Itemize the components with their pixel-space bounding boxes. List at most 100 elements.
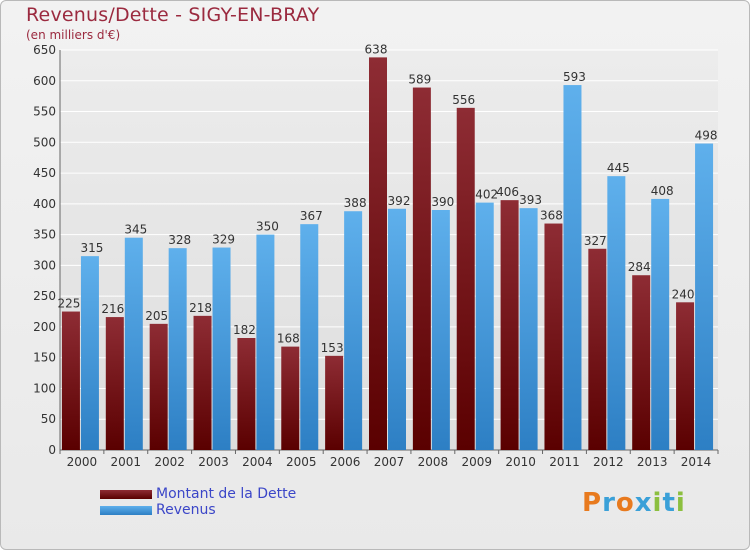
data-label-dette: 225	[57, 297, 80, 311]
legend: Montant de la Dette Revenus	[100, 486, 296, 518]
x-tick-label: 2014	[681, 455, 712, 469]
proxiti-logo: Proxiti	[582, 488, 686, 518]
x-tick-label: 2012	[593, 455, 624, 469]
bar-dette	[500, 200, 519, 450]
data-label-revenus: 390	[431, 195, 454, 209]
data-label-revenus: 402	[475, 188, 498, 202]
bar-revenus	[563, 85, 582, 451]
bar-revenus	[212, 247, 231, 450]
bar-dette	[369, 57, 387, 451]
y-tick-label: 550	[33, 105, 56, 119]
logo-letter: o	[615, 488, 635, 518]
bar-dette	[149, 323, 168, 450]
bar-revenus	[519, 208, 538, 450]
x-tick-label: 2006	[330, 455, 361, 469]
data-label-revenus: 350	[256, 220, 279, 234]
data-label-revenus: 329	[212, 233, 235, 247]
legend-swatch-dette	[100, 489, 152, 499]
bar-dette	[412, 87, 431, 451]
data-label-revenus: 388	[344, 196, 367, 210]
y-tick-label: 100	[33, 381, 56, 395]
bar-dette	[325, 355, 344, 450]
x-tick-label: 2011	[549, 455, 580, 469]
y-tick-label: 200	[33, 320, 56, 334]
data-label-dette: 153	[321, 341, 344, 355]
bar-revenus	[168, 248, 187, 450]
bar-dette	[544, 223, 563, 450]
data-label-revenus: 315	[80, 241, 103, 255]
bar-revenus	[651, 198, 670, 450]
x-tick-label: 2000	[67, 455, 98, 469]
data-label-dette: 182	[233, 323, 256, 337]
data-label-dette: 556	[452, 93, 475, 107]
logo-letter: r	[602, 488, 616, 518]
bar-dette	[632, 275, 651, 450]
bar-revenus	[695, 143, 714, 451]
data-label-revenus: 392	[388, 194, 411, 208]
bar-revenus	[344, 211, 363, 450]
logo-letter: i	[652, 488, 663, 518]
data-label-dette: 205	[145, 309, 168, 323]
bar-dette	[588, 248, 607, 450]
data-label-revenus: 408	[651, 184, 674, 198]
logo-letter: P	[582, 488, 603, 518]
logo-letter: x	[634, 488, 653, 518]
x-tick-label: 2009	[461, 455, 492, 469]
data-label-revenus: 367	[300, 209, 323, 223]
bar-revenus	[80, 256, 99, 450]
legend-label-dette: Montant de la Dette	[156, 486, 297, 502]
y-tick-label: 50	[41, 412, 56, 426]
bar-dette	[676, 302, 695, 450]
y-tick-label: 250	[33, 289, 56, 303]
x-tick-label: 2008	[418, 455, 449, 469]
legend-item-revenus: Revenus	[100, 502, 296, 518]
data-label-dette: 589	[408, 73, 431, 87]
logo-letter: i	[675, 488, 686, 518]
data-label-dette: 168	[277, 332, 300, 346]
bar-revenus	[124, 237, 143, 450]
y-tick-label: 600	[33, 74, 56, 88]
bar-dette	[105, 317, 124, 450]
data-label-dette: 406	[496, 185, 519, 199]
data-label-dette: 368	[540, 209, 563, 223]
chart-title: Revenus/Dette - SIGY-EN-BRAY	[26, 4, 320, 26]
y-tick-label: 150	[33, 351, 56, 365]
data-label-dette: 240	[672, 287, 695, 301]
data-label-revenus: 345	[124, 223, 147, 237]
x-tick-label: 2003	[198, 455, 229, 469]
data-label-dette: 216	[101, 302, 124, 316]
logo-letter: t	[662, 488, 676, 518]
bar-revenus	[388, 208, 406, 450]
data-label-revenus: 328	[168, 233, 191, 247]
data-label-dette: 218	[189, 301, 212, 315]
bar-revenus	[300, 224, 319, 450]
bar-revenus	[607, 176, 626, 450]
x-tick-label: 2010	[505, 455, 536, 469]
bar-dette	[237, 338, 256, 450]
bar-dette	[193, 315, 212, 450]
x-tick-label: 2005	[286, 455, 317, 469]
data-label-dette: 327	[584, 234, 607, 248]
data-label-dette: 638	[365, 42, 388, 56]
x-tick-label: 2001	[111, 455, 142, 469]
bar-revenus	[475, 202, 494, 450]
y-tick-label: 300	[33, 258, 56, 272]
data-label-revenus: 393	[519, 193, 542, 207]
legend-swatch-revenus	[100, 505, 152, 515]
chart-subtitle: (en milliers d'€)	[26, 28, 121, 42]
x-tick-label: 2004	[242, 455, 273, 469]
y-tick-label: 450	[33, 166, 56, 180]
bar-revenus	[256, 234, 275, 450]
bar-revenus	[431, 210, 450, 450]
data-label-revenus: 445	[607, 161, 630, 175]
bar-dette	[456, 107, 475, 450]
y-tick-label: 500	[33, 135, 56, 149]
legend-label-revenus: Revenus	[156, 502, 216, 518]
legend-item-dette: Montant de la Dette	[100, 486, 296, 502]
bar-dette	[61, 311, 80, 450]
data-label-dette: 284	[628, 260, 651, 274]
data-label-revenus: 593	[563, 70, 586, 84]
y-tick-label: 0	[48, 443, 56, 457]
bar-dette	[281, 346, 300, 450]
